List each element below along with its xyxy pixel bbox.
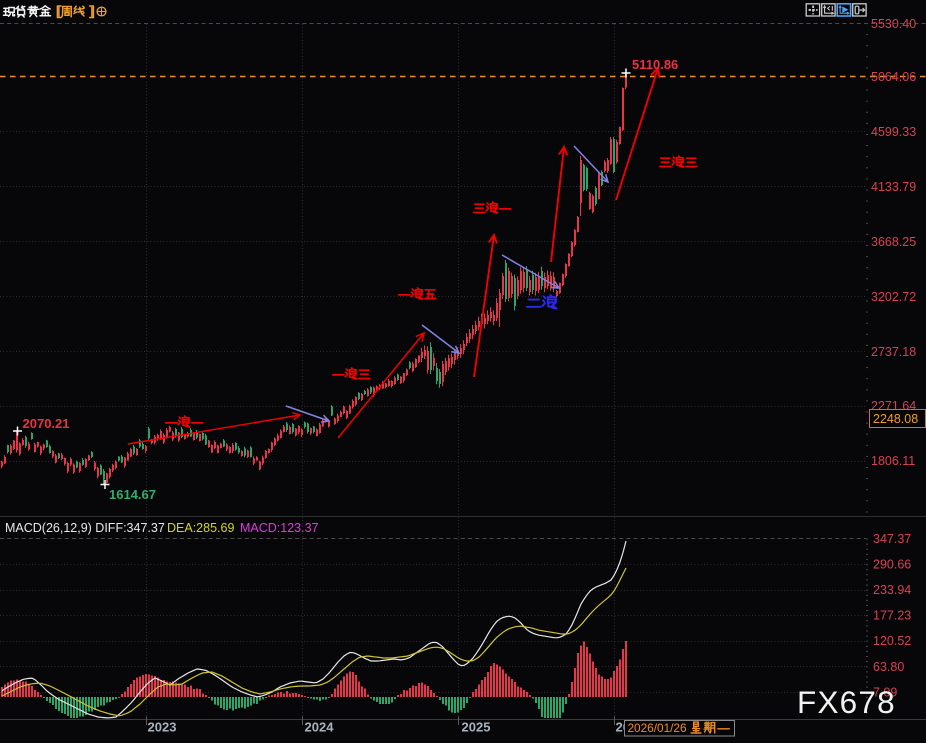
svg-text:233.94: 233.94 <box>873 583 911 597</box>
svg-text:290.66: 290.66 <box>873 558 911 572</box>
svg-text:2023: 2023 <box>148 720 177 735</box>
svg-text:MACD:123.37: MACD:123.37 <box>240 521 319 535</box>
svg-text:2070.21: 2070.21 <box>23 416 70 431</box>
svg-text:5110.86: 5110.86 <box>632 57 678 72</box>
svg-text:2737.18: 2737.18 <box>871 345 916 359</box>
svg-text:5064.06: 5064.06 <box>871 70 916 84</box>
svg-text:2025: 2025 <box>462 720 491 735</box>
svg-text:4133.79: 4133.79 <box>871 180 916 194</box>
svg-text:3202.72: 3202.72 <box>871 290 916 304</box>
svg-text:FX678: FX678 <box>797 684 896 720</box>
svg-text:3668.25: 3668.25 <box>871 235 916 249</box>
svg-text:2248.08: 2248.08 <box>873 412 918 426</box>
svg-text:120.52: 120.52 <box>873 634 911 648</box>
svg-text:DEA:285.69: DEA:285.69 <box>167 521 234 535</box>
svg-text:2026/01/26: 2026/01/26 <box>628 721 687 735</box>
svg-text:1806.11: 1806.11 <box>871 454 915 468</box>
svg-text:1614.67: 1614.67 <box>109 487 156 502</box>
svg-text:63.80: 63.80 <box>873 660 904 674</box>
svg-text:4599.33: 4599.33 <box>871 125 916 139</box>
svg-text:MACD(26,12,9) DIFF:347.37: MACD(26,12,9) DIFF:347.37 <box>5 521 165 535</box>
svg-text:7.09: 7.09 <box>873 685 897 699</box>
svg-text:2024: 2024 <box>305 720 335 735</box>
svg-text:5530.40: 5530.40 <box>871 17 916 31</box>
svg-text:347.37: 347.37 <box>873 532 911 546</box>
svg-text:177.23: 177.23 <box>873 609 911 623</box>
